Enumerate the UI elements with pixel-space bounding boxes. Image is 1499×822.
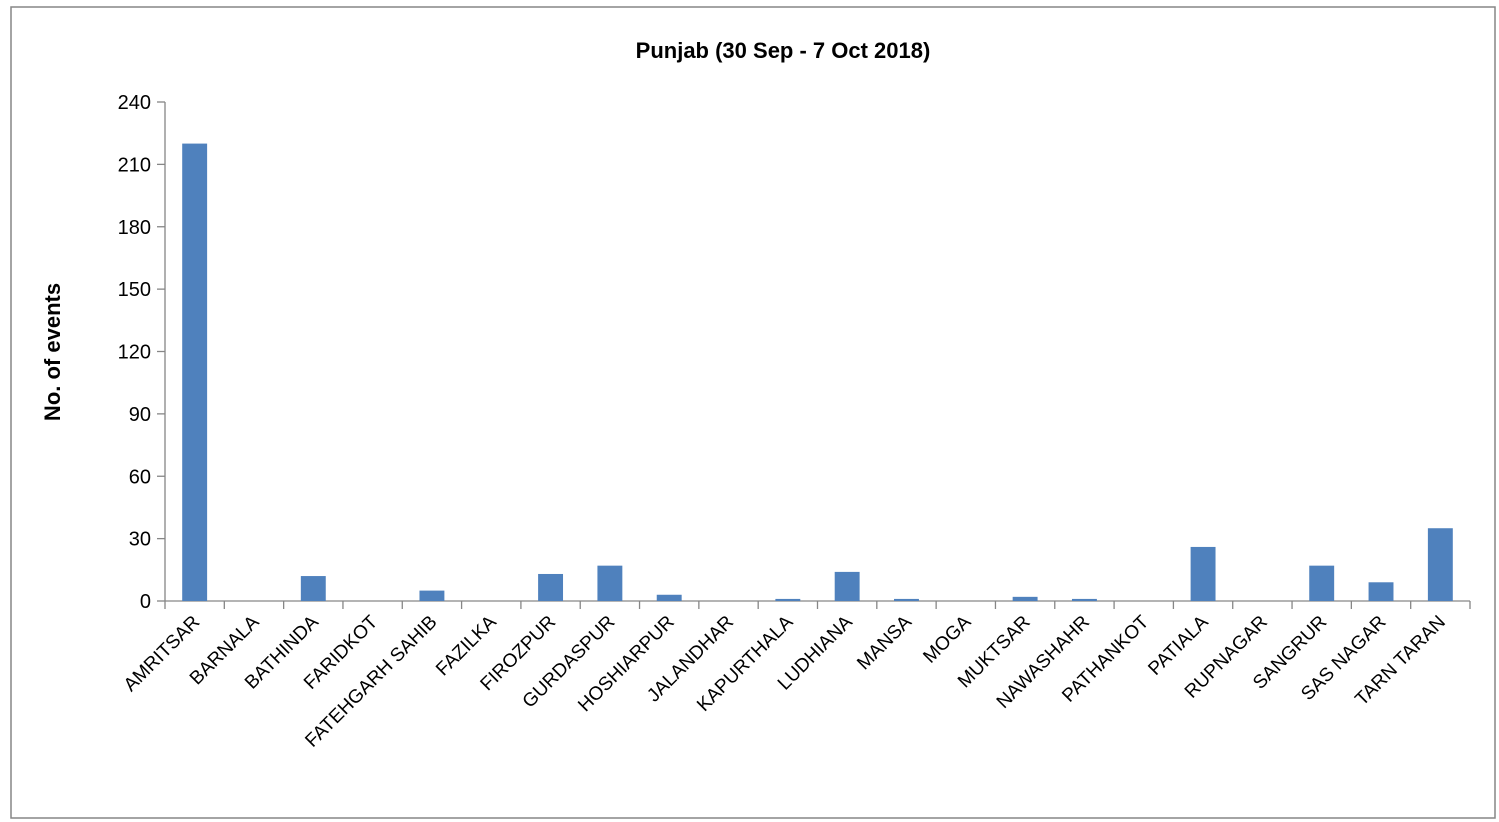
bar	[894, 598, 919, 601]
chart-border	[10, 6, 1496, 819]
y-tick-label: 30	[129, 529, 151, 551]
y-tick-label: 120	[118, 342, 151, 364]
bar	[182, 143, 208, 602]
y-tick-label: 180	[118, 217, 151, 239]
y-tick-label: 240	[118, 92, 151, 114]
bar	[419, 590, 445, 601]
bar	[775, 598, 801, 601]
bar	[1190, 546, 1216, 601]
bar	[1012, 596, 1038, 601]
bar	[300, 576, 326, 601]
bar	[1368, 582, 1394, 601]
bar	[656, 594, 682, 601]
x-axis	[164, 600, 1471, 609]
bar	[1309, 565, 1335, 601]
y-tick-label: 60	[129, 466, 151, 488]
y-tick-label: 90	[129, 404, 151, 426]
bar	[834, 571, 860, 601]
y-tick-label: 210	[118, 154, 151, 176]
chart-title: Punjab (30 Sep - 7 Oct 2018)	[636, 38, 931, 63]
bar	[538, 573, 564, 601]
y-axis-title: No. of events	[40, 283, 65, 421]
y-tick-label: 0	[140, 591, 151, 613]
bars-group	[182, 143, 1453, 602]
bar	[1427, 528, 1453, 601]
y-axis: 0 30 60 90 120 150 180 210 240	[118, 92, 166, 613]
bar	[597, 565, 623, 601]
y-tick-label: 150	[118, 279, 151, 301]
bar	[1071, 598, 1097, 601]
